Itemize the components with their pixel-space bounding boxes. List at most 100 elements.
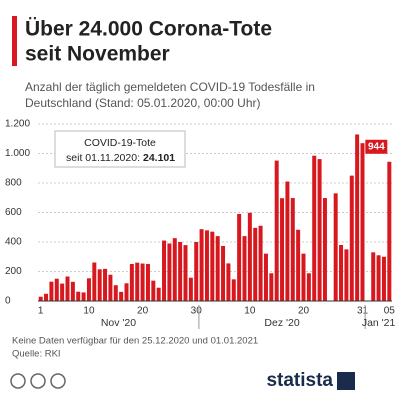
bar [81,292,86,301]
bar [301,253,306,301]
bar [221,245,226,301]
x-tick-label: 10 [83,306,95,317]
y-tick-label: 1.000 [5,148,30,159]
bar [258,225,263,301]
y-tick-label: 200 [5,266,22,277]
bar [204,230,209,301]
value-label: 944 [368,141,385,152]
icon [30,373,46,389]
bar [285,181,290,301]
note: Keine Daten verfügbar für den 25.12.2020… [12,336,258,347]
bar [140,263,145,301]
bar [38,296,43,301]
bar [178,242,183,301]
bar [344,249,349,301]
bar [371,252,376,301]
y-tick-label: 1.200 [5,119,30,130]
bar [226,263,231,301]
value-label-box [365,139,388,154]
icon [10,373,26,389]
bar [124,283,129,301]
bar [49,281,54,301]
bar [237,213,242,301]
annotation-label: COVID-19-Tote [84,137,156,149]
bar [312,155,317,301]
bar [199,229,204,301]
bar [280,198,285,301]
bar [194,242,199,301]
x-tick-label: 20 [137,306,149,317]
y-tick-label: 0 [5,296,11,307]
bar [92,262,97,301]
x-tick-label: 1 [38,306,44,317]
y-tick-label: 600 [5,207,22,218]
plot: 0 200 400 600 800 1.000 1.200 1 10 20 30 10 20 31 05 94… [5,119,396,329]
bar [387,161,392,301]
annotation-box [54,130,186,168]
bar [269,273,274,301]
bar [119,291,124,301]
license-icons [10,373,66,389]
x-tick-label: 30 [191,306,203,317]
annotation-total: 24.101 [143,152,175,164]
x-tick-label: 31 [357,306,369,317]
y-tick-label: 800 [5,178,22,189]
bar [381,256,386,301]
bar [183,245,188,301]
x-tick-label: 05 [384,306,396,317]
bar [103,268,108,301]
bar [339,244,344,301]
x-tick-label: 20 [298,306,310,317]
brand-logo [337,372,355,390]
bar [162,240,167,301]
bar [188,277,193,301]
bar [349,175,354,301]
bar [60,283,65,301]
bar [360,143,365,301]
bar [70,281,75,301]
bar [54,278,59,301]
bar [296,229,301,301]
y-tick-label: 400 [5,237,22,248]
bar [290,198,295,301]
bar [156,287,161,301]
bar [129,263,134,301]
bar [263,253,268,301]
bar [317,159,322,301]
bar [172,238,177,301]
bar [253,227,258,301]
bar [151,280,156,301]
bar [376,255,381,301]
chart-title: seit November [25,43,170,66]
bar [97,269,102,301]
subtitle: Anzahl der täglich gemeldeten COVID-19 T… [25,80,315,94]
x-group-label: Jan '21 [362,317,396,329]
bar [108,274,113,301]
x-tick-label: 10 [244,306,256,317]
bar [65,276,70,301]
icon [50,373,66,389]
subtitle: Deutschland (Stand: 05.01.2020, 00:00 Uh… [25,96,261,110]
chart-title: Über 24.000 Corona-Tote [25,18,272,41]
bar [145,263,150,301]
bar [322,198,327,301]
bar [274,160,279,301]
annotation-sublabel: seit 01.11.2020: [66,152,140,164]
bar [86,278,91,301]
bar [215,236,220,301]
bar [333,193,338,301]
bar [355,134,360,301]
bar [247,212,252,301]
bar [167,243,172,301]
x-group-label: Dez '20 [264,317,299,329]
bar [76,291,81,301]
x-group-label: Nov '20 [101,317,136,329]
title-accent [12,16,17,66]
bar [135,262,140,301]
bar [231,279,236,301]
source: Quelle: RKI [12,349,61,360]
bar [44,293,49,301]
bar [306,273,311,301]
brand: statista [266,370,333,391]
